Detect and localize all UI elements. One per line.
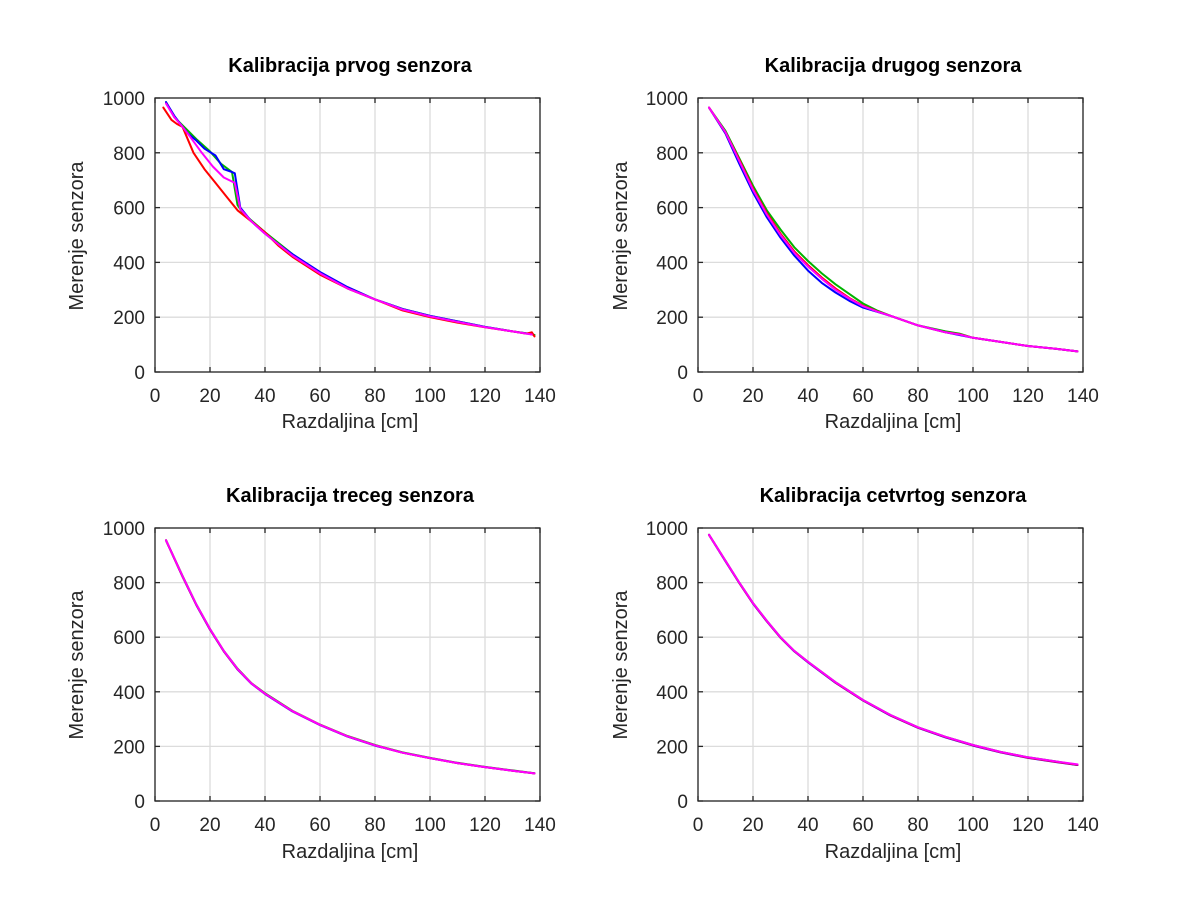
y-tick-label: 200 — [656, 737, 688, 758]
y-tick-label: 0 — [677, 792, 688, 813]
subplot-2-ylabel: Merenje senzora — [610, 161, 632, 311]
y-tick-label: 400 — [113, 253, 145, 274]
y-tick-label: 800 — [113, 144, 145, 165]
y-tick-label: 400 — [656, 683, 688, 704]
x-tick-label: 40 — [797, 386, 818, 407]
y-tick-label: 1000 — [103, 89, 145, 110]
y-tick-label: 600 — [113, 199, 145, 220]
x-tick-label: 60 — [309, 815, 330, 836]
y-tick-label: 200 — [113, 737, 145, 758]
series-line-4 — [708, 106, 1079, 353]
x-tick-label: 120 — [469, 386, 501, 407]
y-tick-label: 400 — [656, 253, 688, 274]
x-tick-label: 20 — [199, 386, 220, 407]
x-tick-label: 100 — [957, 815, 989, 836]
x-tick-label: 140 — [524, 815, 556, 836]
y-tick-label: 200 — [113, 308, 145, 329]
subplot-4-frame — [697, 527, 1084, 802]
x-tick-label: 120 — [469, 815, 501, 836]
x-tick-label: 140 — [1067, 386, 1099, 407]
series-line-4 — [165, 539, 536, 775]
x-tick-label: 80 — [364, 386, 385, 407]
y-tick-label: 800 — [113, 574, 145, 595]
subplot-3: Kalibracija treceg senzora Razdaljina [c… — [66, 485, 556, 863]
y-tick-label: 1000 — [646, 89, 688, 110]
x-tick-label: 80 — [364, 815, 385, 836]
x-tick-label: 40 — [254, 815, 275, 836]
subplot-2-title: Kalibracija drugog senzora — [765, 55, 1023, 77]
x-tick-label: 100 — [957, 386, 989, 407]
subplot-2: Kalibracija drugog senzora Razdaljina [c… — [610, 55, 1099, 433]
x-tick-label: 60 — [852, 386, 873, 407]
x-tick-label: 60 — [852, 815, 873, 836]
y-tick-label: 0 — [677, 363, 688, 384]
x-tick-label: 80 — [907, 815, 928, 836]
subplot-4-ticks: 0 20 40 60 80 100 120 140 0 200 400 600 800 1000 — [646, 519, 1099, 836]
subplot-4-series — [708, 533, 1079, 766]
subplot-4-xlabel: Razdaljina [cm] — [825, 841, 962, 863]
subplot-4-title: Kalibracija cetvrtog senzora — [760, 485, 1028, 507]
x-tick-label: 100 — [414, 815, 446, 836]
subplot-3-frame — [154, 527, 541, 802]
subplot-4: Kalibracija cetvrtog senzora Razdaljina … — [610, 485, 1099, 863]
x-tick-label: 20 — [742, 386, 763, 407]
x-tick-label: 0 — [150, 815, 161, 836]
x-tick-label: 100 — [414, 386, 446, 407]
x-tick-label: 140 — [1067, 815, 1099, 836]
subplot-3-ticks: 0 20 40 60 80 100 120 140 0 200 400 600 800 1000 — [103, 519, 556, 836]
x-tick-label: 0 — [693, 386, 704, 407]
subplot-1-ticks: 0 20 40 60 80 100 120 140 0 200 400 600 800 1000 — [103, 89, 556, 407]
y-tick-label: 1000 — [646, 519, 688, 540]
x-tick-label: 80 — [907, 386, 928, 407]
subplot-1-ylabel: Merenje senzora — [66, 161, 88, 311]
y-tick-label: 1000 — [103, 519, 145, 540]
subplot-3-ylabel: Merenje senzora — [66, 590, 88, 740]
y-tick-label: 600 — [656, 628, 688, 649]
subplot-2-xlabel: Razdaljina [cm] — [825, 411, 962, 433]
y-tick-label: 800 — [656, 574, 688, 595]
subplot-1-title: Kalibracija prvog senzora — [228, 55, 472, 77]
y-tick-label: 200 — [656, 308, 688, 329]
subplot-3-series — [165, 539, 536, 775]
subplot-3-xlabel: Razdaljina [cm] — [282, 841, 419, 863]
y-tick-label: 0 — [134, 363, 145, 384]
subplot-1: Kalibracija prvog senzora Razdaljina [cm… — [66, 55, 556, 433]
x-tick-label: 60 — [309, 386, 330, 407]
subplot-1-series — [162, 101, 536, 338]
series-line-4 — [165, 102, 533, 336]
x-tick-label: 40 — [254, 386, 275, 407]
y-tick-label: 800 — [656, 144, 688, 165]
subplot-3-title: Kalibracija treceg senzora — [226, 485, 475, 507]
y-tick-label: 400 — [113, 683, 145, 704]
x-tick-label: 120 — [1012, 815, 1044, 836]
subplot-2-series — [708, 106, 1079, 353]
y-tick-label: 600 — [113, 628, 145, 649]
y-tick-label: 600 — [656, 199, 688, 220]
x-tick-label: 120 — [1012, 386, 1044, 407]
subplot-1-frame — [154, 97, 541, 373]
subplot-2-frame — [697, 97, 1084, 373]
subplot-2-ticks: 0 20 40 60 80 100 120 140 0 200 400 600 800 1000 — [646, 89, 1099, 407]
x-tick-label: 140 — [524, 386, 556, 407]
x-tick-label: 0 — [693, 815, 704, 836]
subplot-1-xlabel: Razdaljina [cm] — [282, 411, 419, 433]
y-tick-label: 0 — [134, 792, 145, 813]
x-tick-label: 40 — [797, 815, 818, 836]
x-tick-label: 20 — [199, 815, 220, 836]
subplot-4-ylabel: Merenje senzora — [610, 590, 632, 740]
x-tick-label: 20 — [742, 815, 763, 836]
series-line-4 — [708, 533, 1079, 766]
x-tick-label: 0 — [150, 386, 161, 407]
